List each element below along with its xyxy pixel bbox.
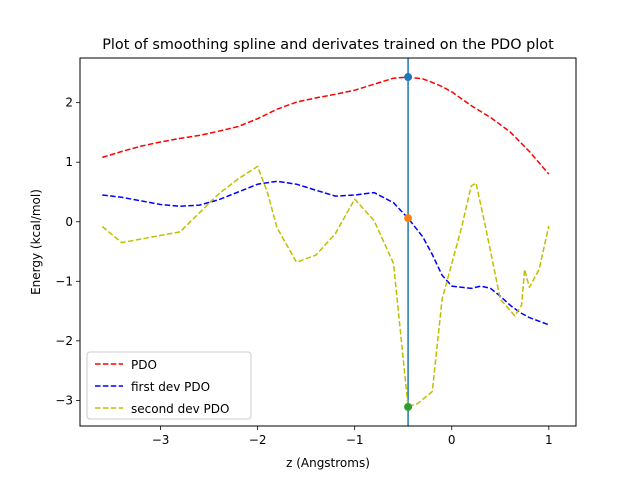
legend-label-second-dev: second dev PDO — [131, 402, 229, 416]
legend-label-pdo: PDO — [131, 358, 157, 372]
legend: PDO first dev PDO second dev PDO — [86, 351, 252, 420]
x-tick-label: −3 — [152, 433, 170, 447]
x-axis: −3 −2 −1 0 1 — [152, 426, 553, 447]
y-tick-label: −3 — [55, 393, 73, 407]
plot-area — [101, 58, 550, 426]
axes-frame — [79, 57, 577, 427]
marker-point-1 — [404, 73, 413, 82]
x-tick-label: −1 — [346, 433, 364, 447]
y-tick-label: −1 — [55, 274, 73, 288]
legend-box — [86, 351, 252, 420]
x-tick-label: −2 — [249, 433, 267, 447]
y-axis: −3 −2 −1 0 1 2 — [55, 96, 80, 407]
legend-label-first-dev: first dev PDO — [131, 380, 210, 394]
marker-point-3 — [404, 402, 413, 411]
series-line-pdo — [102, 76, 550, 175]
y-axis-label: Energy (kcal/mol) — [29, 189, 43, 295]
y-tick-label: −2 — [55, 334, 73, 348]
x-axis-label: z (Angstroms) — [286, 456, 370, 470]
series-line-first-dev-pdo — [102, 180, 550, 326]
y-tick-label: 0 — [65, 215, 73, 229]
marker-point-2 — [404, 214, 413, 223]
y-tick-label: 2 — [65, 96, 73, 110]
chart-title: Plot of smoothing spline and derivates t… — [102, 37, 554, 53]
x-tick-label: 1 — [545, 433, 553, 447]
y-tick-label: 1 — [65, 155, 73, 169]
series-line-second-dev-pdo — [101, 165, 550, 408]
x-tick-label: 0 — [448, 433, 456, 447]
